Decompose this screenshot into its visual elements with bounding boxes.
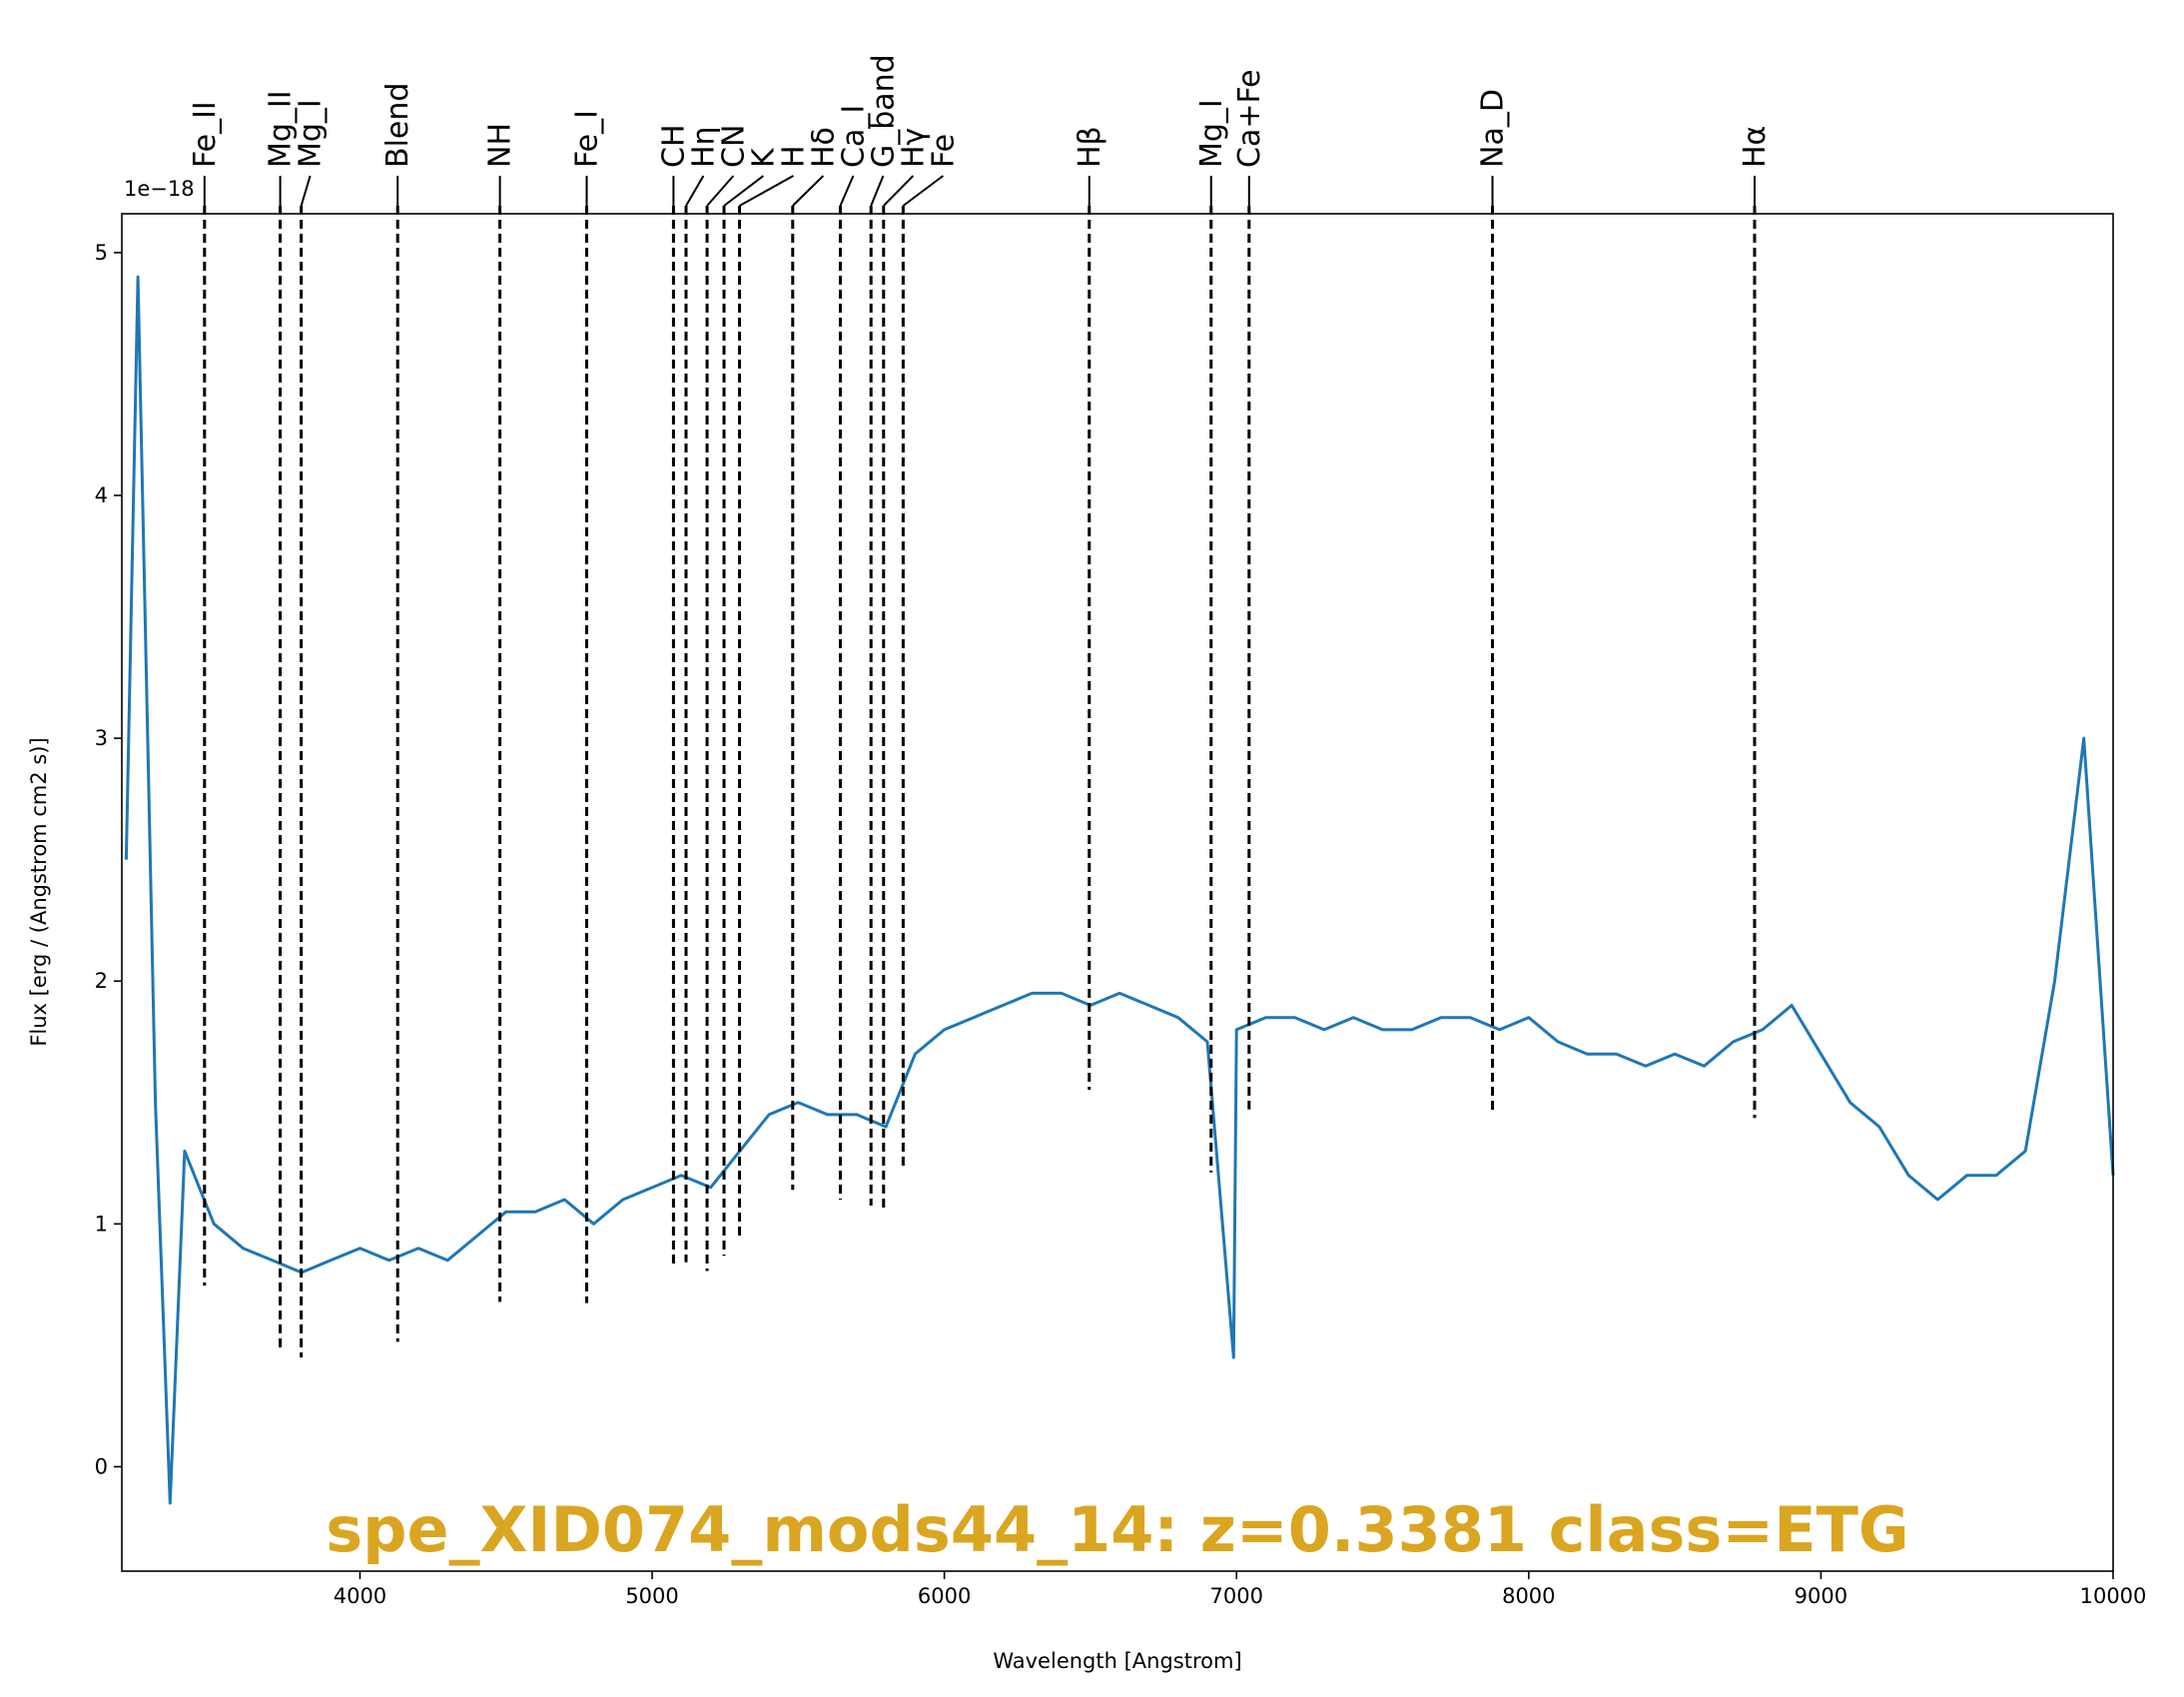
leader-line [723,175,765,207]
line-label: Na_D [1476,89,1511,168]
leader-line [870,175,885,207]
leader-line [792,175,825,207]
x-tick-label: 7000 [1210,1584,1263,1608]
leader-line [706,175,735,207]
y-tick-label: 5 [95,241,108,265]
y-tick-label: 4 [95,483,108,507]
line-label: Hδ [806,127,841,168]
chart-title: spe_XID074_mods44_14: z=0.3381 class=ETG [326,1493,1909,1566]
leader-line [300,175,312,207]
y-offset-label: 1e−18 [124,177,195,201]
x-tick-label: 4000 [334,1584,386,1608]
y-tick-label: 2 [95,969,108,993]
line-label: Mg_I [1194,99,1229,168]
x-tick-label: 10000 [2080,1584,2147,1608]
line-label: Fe_I [570,110,605,168]
leader-line [839,175,855,207]
leader-line [739,175,794,207]
leader-line [902,175,945,207]
leader-line [685,175,705,207]
leader-line [883,175,915,207]
y-tick-label: 0 [95,1454,108,1478]
line-label: Ca+Fe [1232,69,1267,168]
y-tick-label: 1 [95,1212,108,1236]
line-label: Hα [1738,126,1773,168]
y-axis-label: Flux [erg / (Angstrom cm2 s)] [27,737,51,1046]
line-label: Hβ [1073,126,1107,168]
line-label: Hγ [896,128,931,168]
line-label: Ca_I [836,105,871,168]
x-axis-label: Wavelength [Angstrom] [993,1649,1241,1673]
x-tick-label: 6000 [918,1584,971,1608]
line-label: Mg_I [294,99,329,168]
line-label: G_band [866,54,901,168]
x-tick-label: 5000 [625,1584,678,1608]
line-label: Fe_II [188,101,223,168]
line-label: CN [716,125,751,168]
line-label: H [776,145,811,168]
x-tick-label: 8000 [1502,1584,1555,1608]
line-label: Fe [926,134,961,168]
line-label: Hη [686,126,721,168]
line-label: CH [656,124,691,168]
spectrum-line [124,275,2115,1505]
y-tick-label: 3 [95,726,108,750]
line-label: K [746,147,781,168]
line-label: NH [483,123,518,168]
plot-frame [121,213,2114,1572]
x-tick-label: 9000 [1795,1584,1847,1608]
line-label: Blend [380,83,415,168]
line-label: Mg_II [264,90,299,168]
